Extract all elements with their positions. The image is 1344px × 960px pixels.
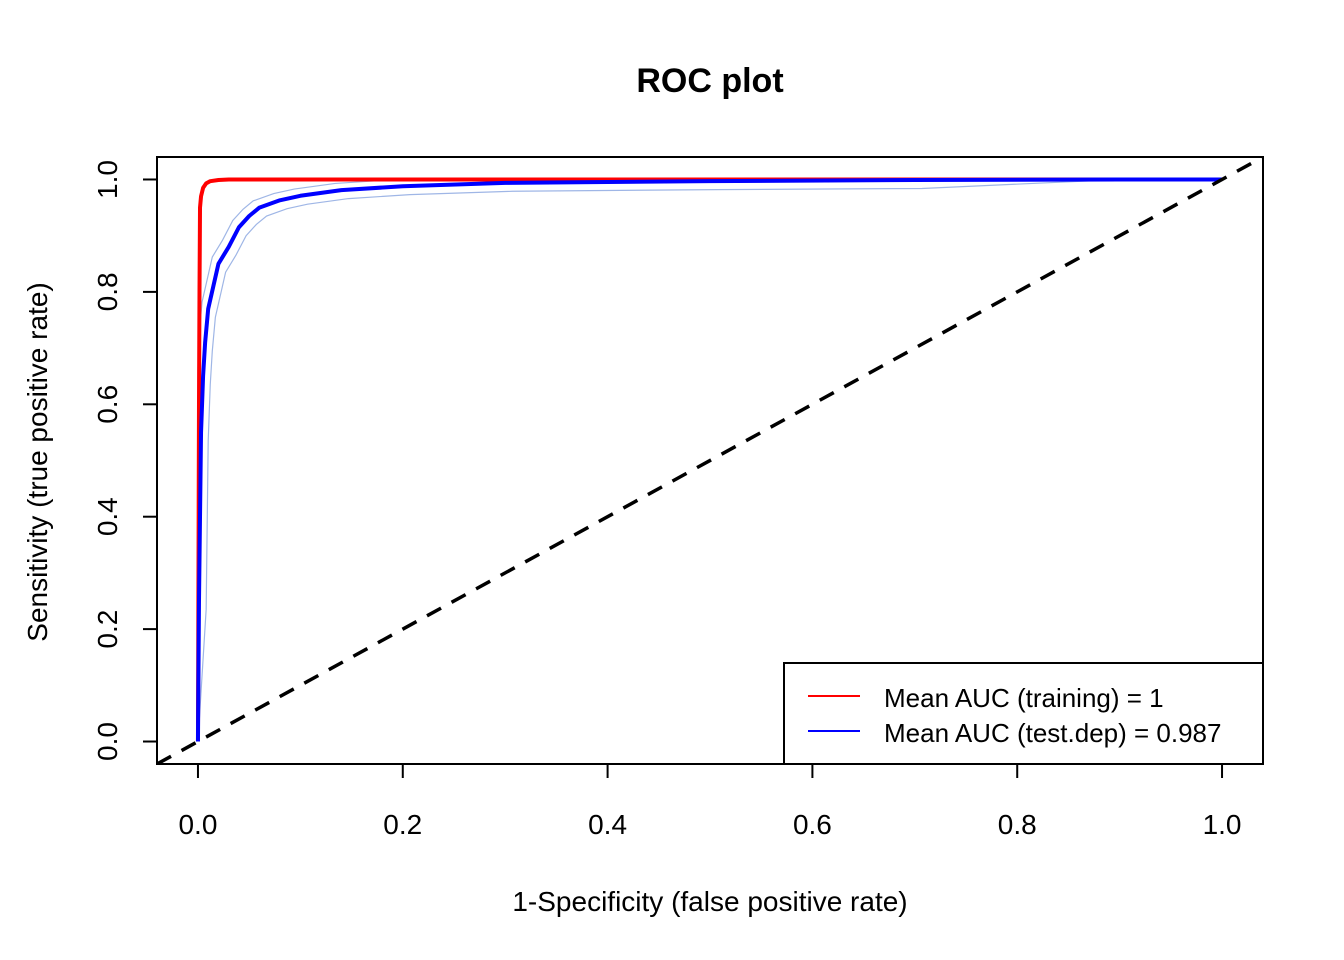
x-tick-label: 1.0 — [1203, 809, 1242, 840]
legend-box — [783, 662, 1264, 765]
x-tick-label: 0.6 — [793, 809, 832, 840]
series-layer — [157, 157, 1263, 764]
legend-label-test-dep: Mean AUC (test.dep) = 0.987 — [884, 718, 1221, 748]
diagonal-reference-line — [157, 157, 1263, 764]
y-tick-label: 0.0 — [92, 722, 123, 761]
y-tick-label: 0.6 — [92, 385, 123, 424]
y-tick-label: 0.2 — [92, 610, 123, 649]
series-line-test-dep — [195, 177, 1223, 742]
replicate-curve-2 — [197, 178, 1223, 742]
y-tick-label: 0.4 — [92, 497, 123, 536]
y-tick-label: 1.0 — [92, 160, 123, 199]
x-tick-label: 0.4 — [588, 809, 627, 840]
x-tick-label: 0.2 — [383, 809, 422, 840]
series-line-training — [195, 177, 1223, 742]
x-tick-label: 0.8 — [998, 809, 1037, 840]
y-axis-label: Sensitivity (true positive rate) — [22, 282, 53, 641]
x-axis: 0.0 0.2 0.4 0.6 0.8 1.0 — [178, 763, 1242, 840]
x-axis-label: 1-Specificity (false positive rate) — [512, 886, 907, 917]
y-axis: 0.0 0.2 0.4 0.6 0.8 1.0 — [92, 160, 158, 761]
x-tick-label: 0.0 — [178, 809, 217, 840]
legend-label-training: Mean AUC (training) = 1 — [884, 683, 1164, 713]
chart-title: ROC plot — [636, 62, 783, 100]
legend: Mean AUC (training) = 1 Mean AUC (test.d… — [783, 662, 1264, 765]
y-tick-label: 0.8 — [92, 272, 123, 311]
